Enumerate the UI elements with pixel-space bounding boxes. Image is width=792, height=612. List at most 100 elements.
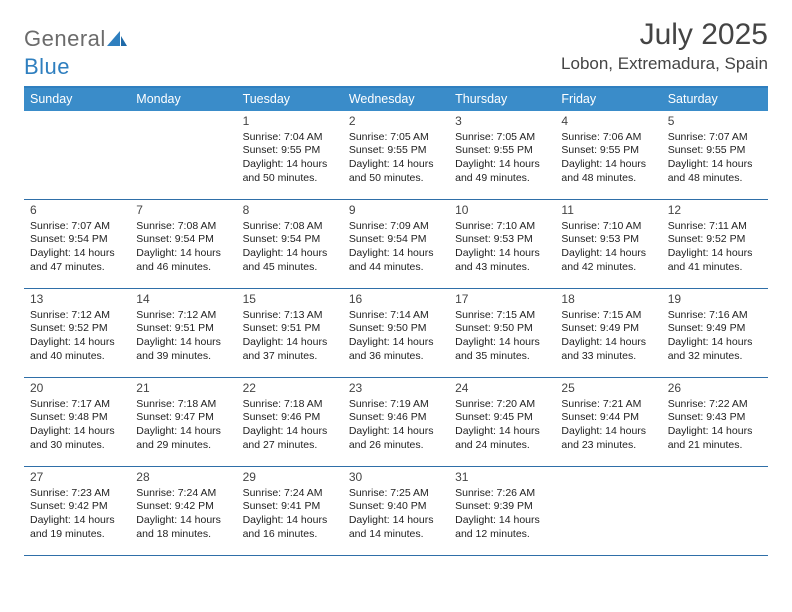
sunset-text: Sunset: 9:40 PM [349, 500, 443, 514]
sunset-text: Sunset: 9:50 PM [349, 322, 443, 336]
daylight-text: Daylight: 14 hours and 19 minutes. [30, 514, 124, 541]
daylight-text: Daylight: 14 hours and 14 minutes. [349, 514, 443, 541]
day-cell: 24Sunrise: 7:20 AMSunset: 9:45 PMDayligh… [449, 378, 555, 466]
day-number: 17 [455, 292, 549, 308]
day-number: 8 [243, 203, 337, 219]
dow-header: Tuesday [237, 88, 343, 111]
day-cell: 4Sunrise: 7:06 AMSunset: 9:55 PMDaylight… [555, 111, 661, 199]
daylight-text: Daylight: 14 hours and 41 minutes. [668, 247, 762, 274]
day-number: 15 [243, 292, 337, 308]
day-number: 13 [30, 292, 124, 308]
daylight-text: Daylight: 14 hours and 50 minutes. [349, 158, 443, 185]
sunrise-text: Sunrise: 7:19 AM [349, 398, 443, 412]
daylight-text: Daylight: 14 hours and 16 minutes. [243, 514, 337, 541]
brand-part2: Blue [24, 54, 70, 79]
sunrise-text: Sunrise: 7:22 AM [668, 398, 762, 412]
sunset-text: Sunset: 9:42 PM [30, 500, 124, 514]
day-number: 10 [455, 203, 549, 219]
daylight-text: Daylight: 14 hours and 39 minutes. [136, 336, 230, 363]
dow-header: Friday [555, 88, 661, 111]
sunset-text: Sunset: 9:55 PM [561, 144, 655, 158]
day-number: 30 [349, 470, 443, 486]
day-cell: 21Sunrise: 7:18 AMSunset: 9:47 PMDayligh… [130, 378, 236, 466]
day-cell: 8Sunrise: 7:08 AMSunset: 9:54 PMDaylight… [237, 200, 343, 288]
week-row: 6Sunrise: 7:07 AMSunset: 9:54 PMDaylight… [24, 200, 768, 289]
day-cell: 7Sunrise: 7:08 AMSunset: 9:54 PMDaylight… [130, 200, 236, 288]
daylight-text: Daylight: 14 hours and 30 minutes. [30, 425, 124, 452]
empty-cell [555, 467, 661, 555]
sunrise-text: Sunrise: 7:17 AM [30, 398, 124, 412]
empty-cell [130, 111, 236, 199]
day-cell: 12Sunrise: 7:11 AMSunset: 9:52 PMDayligh… [662, 200, 768, 288]
day-number: 19 [668, 292, 762, 308]
dow-header-row: SundayMondayTuesdayWednesdayThursdayFrid… [24, 88, 768, 111]
sunset-text: Sunset: 9:52 PM [668, 233, 762, 247]
daylight-text: Daylight: 14 hours and 32 minutes. [668, 336, 762, 363]
sunset-text: Sunset: 9:47 PM [136, 411, 230, 425]
daylight-text: Daylight: 14 hours and 48 minutes. [668, 158, 762, 185]
sunrise-text: Sunrise: 7:12 AM [136, 309, 230, 323]
day-number: 29 [243, 470, 337, 486]
sunrise-text: Sunrise: 7:08 AM [243, 220, 337, 234]
day-cell: 6Sunrise: 7:07 AMSunset: 9:54 PMDaylight… [24, 200, 130, 288]
dow-header: Wednesday [343, 88, 449, 111]
daylight-text: Daylight: 14 hours and 43 minutes. [455, 247, 549, 274]
sunrise-text: Sunrise: 7:13 AM [243, 309, 337, 323]
sunset-text: Sunset: 9:39 PM [455, 500, 549, 514]
day-cell: 17Sunrise: 7:15 AMSunset: 9:50 PMDayligh… [449, 289, 555, 377]
day-number: 2 [349, 114, 443, 130]
week-row: 1Sunrise: 7:04 AMSunset: 9:55 PMDaylight… [24, 111, 768, 200]
sunrise-text: Sunrise: 7:12 AM [30, 309, 124, 323]
dow-header: Saturday [662, 88, 768, 111]
day-cell: 26Sunrise: 7:22 AMSunset: 9:43 PMDayligh… [662, 378, 768, 466]
sunrise-text: Sunrise: 7:23 AM [30, 487, 124, 501]
day-cell: 1Sunrise: 7:04 AMSunset: 9:55 PMDaylight… [237, 111, 343, 199]
day-number: 22 [243, 381, 337, 397]
day-cell: 23Sunrise: 7:19 AMSunset: 9:46 PMDayligh… [343, 378, 449, 466]
weeks-container: 1Sunrise: 7:04 AMSunset: 9:55 PMDaylight… [24, 111, 768, 556]
daylight-text: Daylight: 14 hours and 29 minutes. [136, 425, 230, 452]
calendar-page: General Blue July 2025 Lobon, Extremadura… [0, 0, 792, 612]
sunrise-text: Sunrise: 7:07 AM [30, 220, 124, 234]
day-number: 31 [455, 470, 549, 486]
sunrise-text: Sunrise: 7:15 AM [455, 309, 549, 323]
sunset-text: Sunset: 9:49 PM [561, 322, 655, 336]
sail-icon [106, 28, 128, 54]
sunrise-text: Sunrise: 7:08 AM [136, 220, 230, 234]
day-number: 4 [561, 114, 655, 130]
day-cell: 18Sunrise: 7:15 AMSunset: 9:49 PMDayligh… [555, 289, 661, 377]
header: General Blue July 2025 Lobon, Extremadura… [24, 18, 768, 80]
sunset-text: Sunset: 9:49 PM [668, 322, 762, 336]
day-number: 5 [668, 114, 762, 130]
day-number: 11 [561, 203, 655, 219]
brand-part1: General [24, 26, 106, 51]
sunset-text: Sunset: 9:51 PM [136, 322, 230, 336]
sunset-text: Sunset: 9:55 PM [455, 144, 549, 158]
sunrise-text: Sunrise: 7:18 AM [136, 398, 230, 412]
month-title: July 2025 [561, 18, 768, 52]
sunset-text: Sunset: 9:53 PM [561, 233, 655, 247]
sunrise-text: Sunrise: 7:20 AM [455, 398, 549, 412]
day-cell: 30Sunrise: 7:25 AMSunset: 9:40 PMDayligh… [343, 467, 449, 555]
sunset-text: Sunset: 9:54 PM [243, 233, 337, 247]
day-cell: 3Sunrise: 7:05 AMSunset: 9:55 PMDaylight… [449, 111, 555, 199]
sunset-text: Sunset: 9:54 PM [136, 233, 230, 247]
title-block: July 2025 Lobon, Extremadura, Spain [561, 18, 768, 74]
dow-header: Monday [130, 88, 236, 111]
sunset-text: Sunset: 9:54 PM [349, 233, 443, 247]
empty-cell [662, 467, 768, 555]
daylight-text: Daylight: 14 hours and 49 minutes. [455, 158, 549, 185]
daylight-text: Daylight: 14 hours and 44 minutes. [349, 247, 443, 274]
day-cell: 13Sunrise: 7:12 AMSunset: 9:52 PMDayligh… [24, 289, 130, 377]
day-number: 9 [349, 203, 443, 219]
sunrise-text: Sunrise: 7:16 AM [668, 309, 762, 323]
sunrise-text: Sunrise: 7:21 AM [561, 398, 655, 412]
sunrise-text: Sunrise: 7:11 AM [668, 220, 762, 234]
day-number: 12 [668, 203, 762, 219]
sunset-text: Sunset: 9:55 PM [349, 144, 443, 158]
day-cell: 22Sunrise: 7:18 AMSunset: 9:46 PMDayligh… [237, 378, 343, 466]
daylight-text: Daylight: 14 hours and 18 minutes. [136, 514, 230, 541]
sunrise-text: Sunrise: 7:24 AM [136, 487, 230, 501]
brand-text: General Blue [24, 26, 128, 80]
day-cell: 20Sunrise: 7:17 AMSunset: 9:48 PMDayligh… [24, 378, 130, 466]
